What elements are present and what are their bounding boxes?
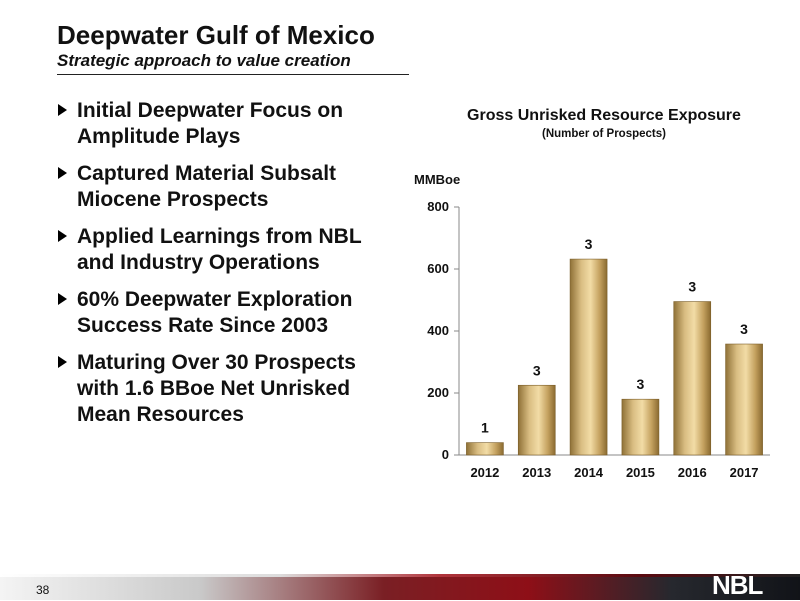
bullet-text: 60% Deepwater Exploration Success Rate S…	[77, 287, 397, 339]
y-tick-label: 600	[427, 261, 449, 276]
bar	[466, 442, 504, 456]
bar	[517, 384, 556, 456]
bullet-item: Applied Learnings from NBL and Industry …	[57, 224, 397, 276]
bullet-line: with 1.6 BBoe Net Unrisked	[77, 377, 351, 400]
bullet-line: Maturing Over 30 Prospects	[77, 351, 356, 374]
bullet-item: 60% Deepwater Exploration Success Rate S…	[57, 287, 397, 339]
x-tick-label: 2013	[522, 465, 551, 480]
x-tick-label: 2014	[574, 465, 604, 480]
y-tick-label: 400	[427, 323, 449, 338]
y-tick-label: 200	[427, 385, 449, 400]
triangle-bullet-icon	[58, 293, 67, 305]
bar-data-label: 3	[637, 376, 645, 392]
triangle-bullet-icon	[58, 230, 67, 242]
bullet-text: Captured Material Subsalt Miocene Prospe…	[77, 161, 397, 213]
bar	[621, 398, 660, 456]
bar	[673, 301, 712, 456]
logo-text: NBL	[712, 570, 763, 600]
bullet-line: Mean Resources	[77, 403, 244, 426]
triangle-bullet-icon	[58, 104, 67, 116]
bullet-line: 60% Deepwater Exploration	[77, 288, 353, 311]
bullet-text: Applied Learnings from NBL and Industry …	[77, 224, 397, 276]
bullet-line: Success Rate Since 2003	[77, 314, 328, 337]
triangle-bullet-icon	[58, 356, 67, 368]
bar-data-label: 3	[585, 236, 593, 252]
x-tick-label: 2012	[470, 465, 499, 480]
y-tick-label: 0	[442, 447, 449, 462]
bullet-item: Maturing Over 30 Prospects with 1.6 BBoe…	[57, 350, 397, 428]
bullet-text: Initial Deepwater Focus on Amplitude Pla…	[77, 98, 397, 150]
x-tick-label: 2016	[678, 465, 707, 480]
bar-data-label: 3	[740, 321, 748, 337]
bullet-line: Miocene Prospects	[77, 188, 269, 211]
bullet-item: Initial Deepwater Focus on Amplitude Pla…	[57, 98, 397, 150]
bullet-text: Maturing Over 30 Prospects with 1.6 BBoe…	[77, 350, 397, 428]
bullet-line: Amplitude Plays	[77, 125, 241, 148]
bar	[725, 343, 763, 456]
bar-data-label: 1	[481, 420, 489, 436]
bullet-line: Applied Learnings from NBL	[77, 225, 362, 248]
x-tick-label: 2015	[626, 465, 655, 480]
y-tick-label: 800	[427, 199, 449, 214]
title-underline	[57, 74, 409, 75]
triangle-bullet-icon	[58, 167, 67, 179]
footer-accent-line	[0, 574, 800, 577]
chart-subtitle: (Number of Prospects)	[542, 128, 666, 140]
chart-title: Gross Unrisked Resource Exposure	[467, 107, 741, 124]
bullet-line: and Industry Operations	[77, 251, 320, 274]
x-tick-label: 2017	[730, 465, 759, 480]
logo-swoosh-icon	[706, 568, 766, 577]
bullet-item: Captured Material Subsalt Miocene Prospe…	[57, 161, 397, 213]
bar-data-label: 3	[533, 362, 541, 378]
bullet-line: Initial Deepwater Focus on	[77, 99, 344, 122]
bar	[569, 258, 608, 456]
footer-bar	[0, 577, 800, 600]
company-logo: NBL	[706, 568, 784, 600]
slide-subtitle: Strategic approach to value creation	[57, 51, 351, 70]
bar-data-label: 3	[688, 279, 696, 295]
y-axis-unit-label: MMBoe	[414, 172, 461, 187]
bullet-line: Captured Material Subsalt	[77, 162, 337, 185]
page-number: 38	[36, 583, 50, 597]
bullet-list: Initial Deepwater Focus on Amplitude Pla…	[57, 98, 397, 439]
slide-title: Deepwater Gulf of Mexico	[57, 20, 375, 50]
